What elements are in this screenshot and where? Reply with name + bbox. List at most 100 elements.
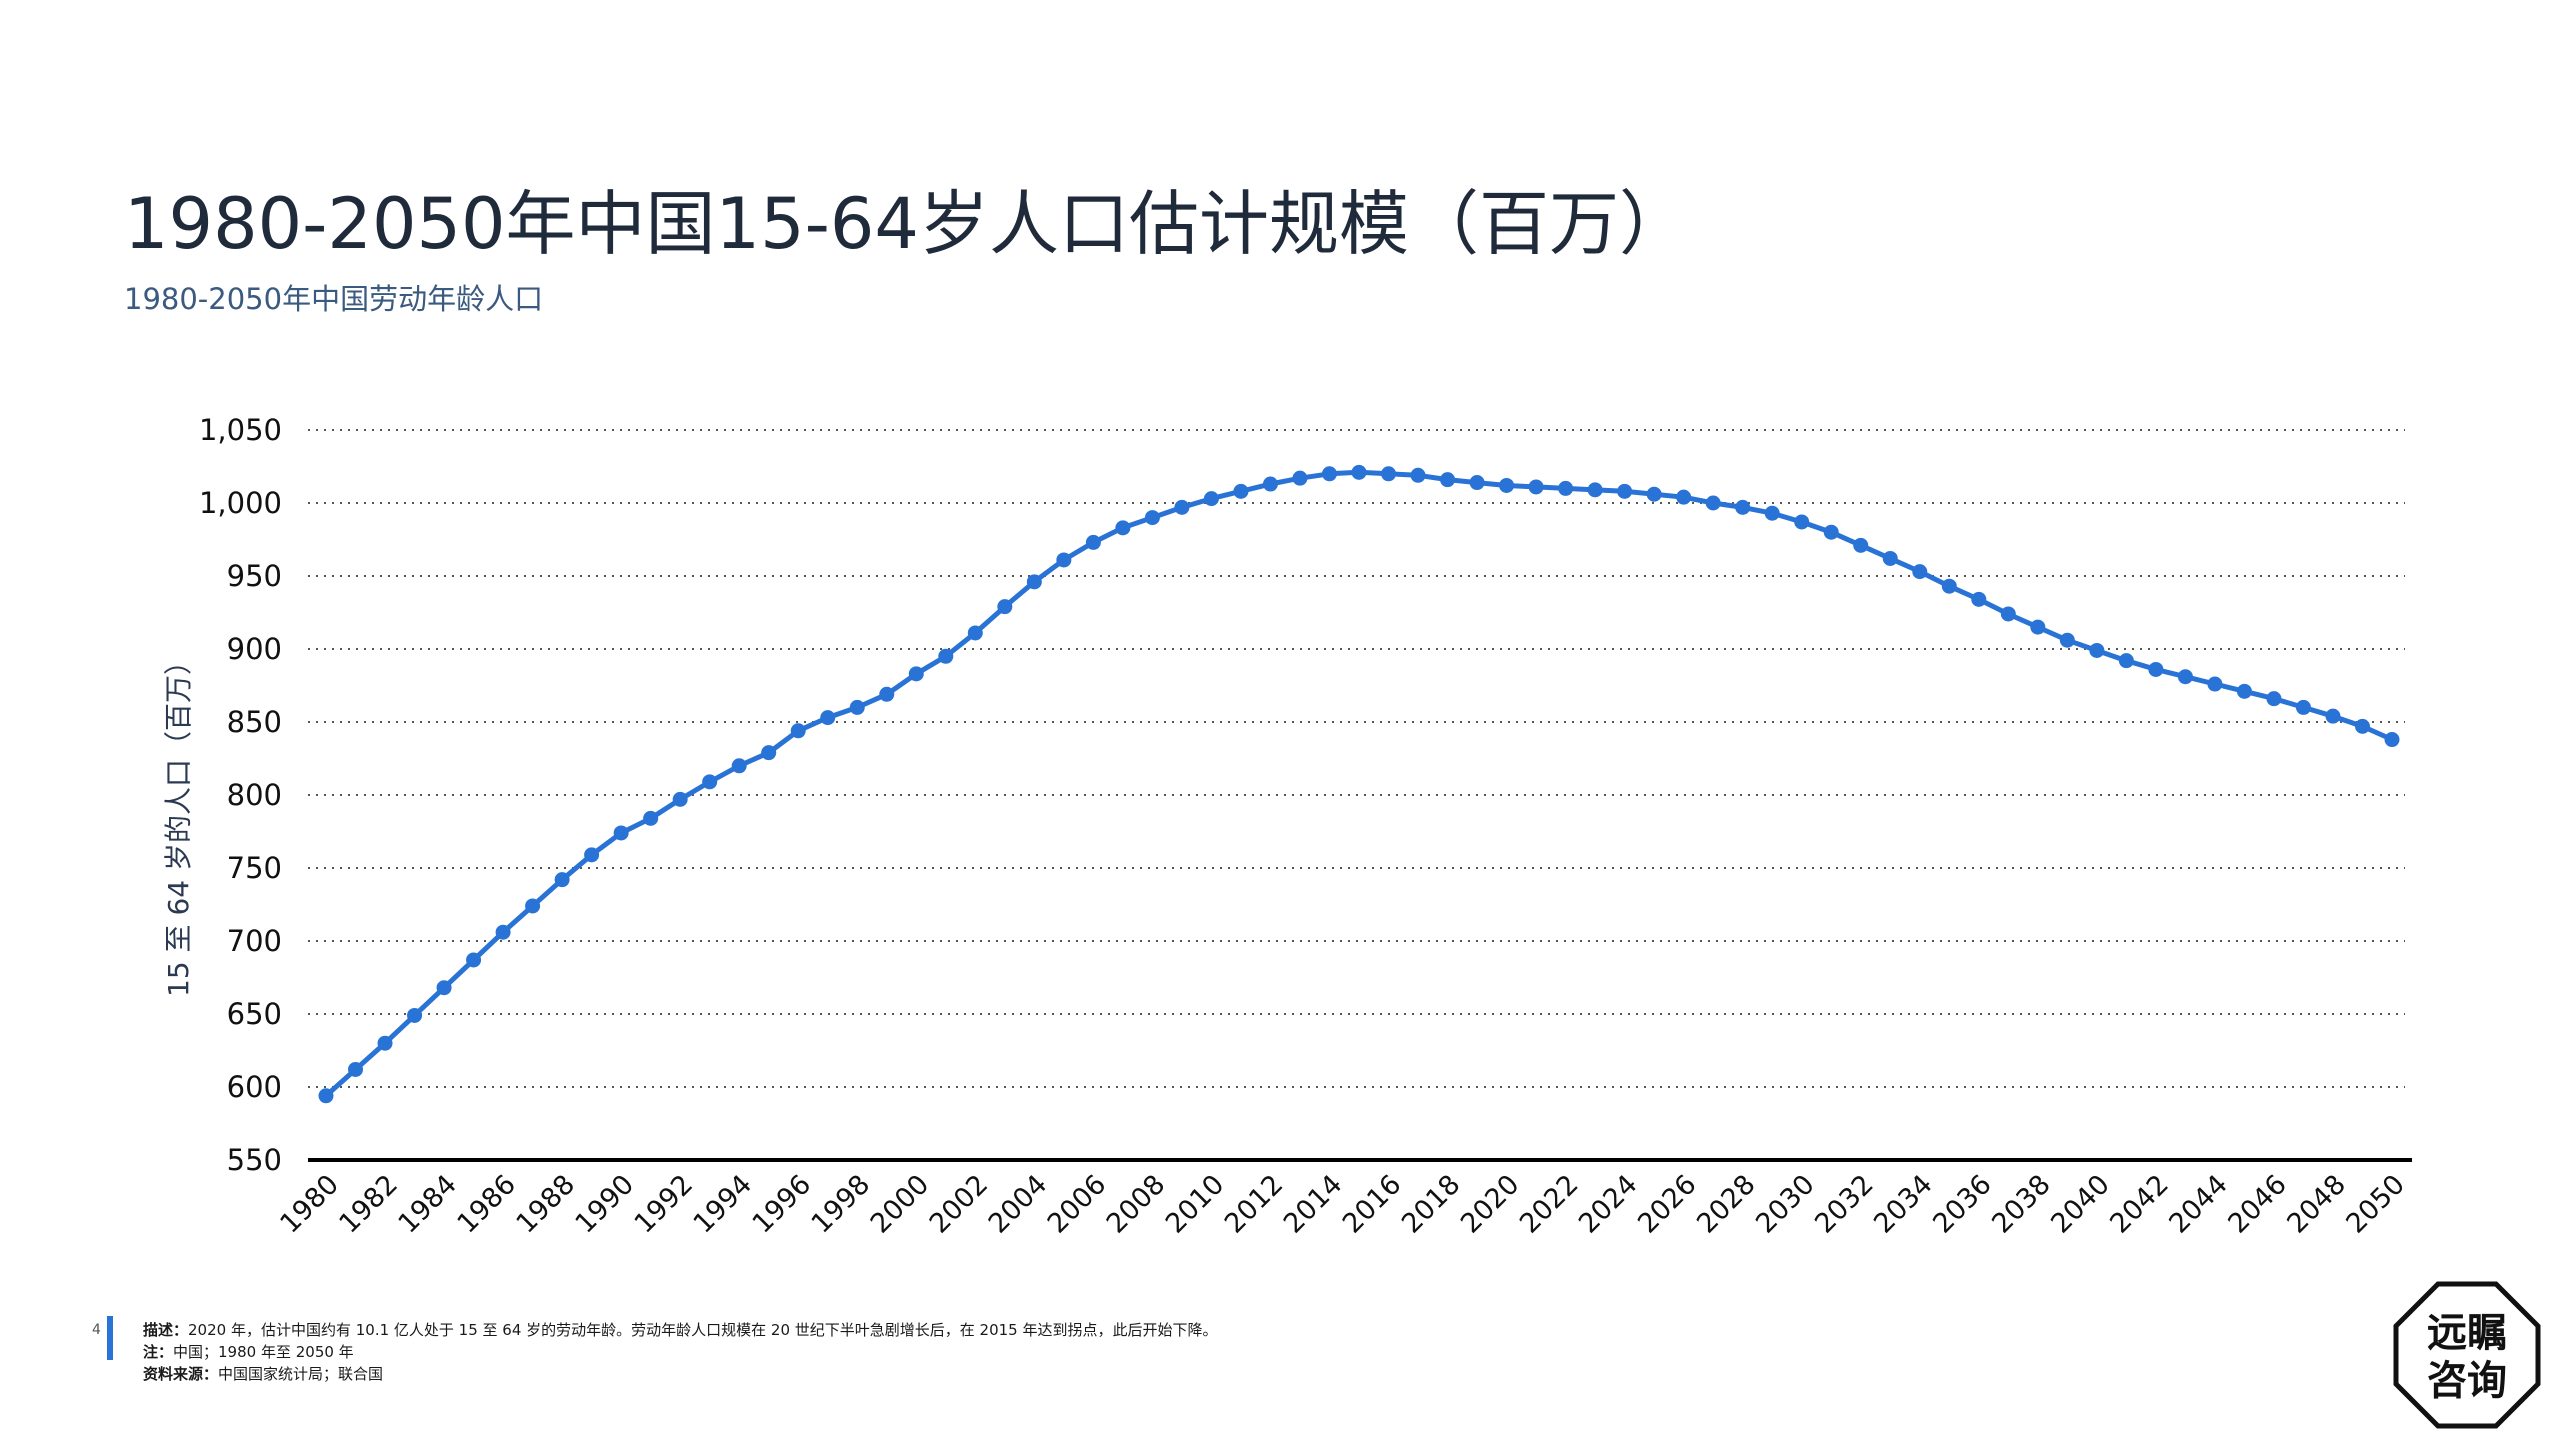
data-point	[1262, 476, 1278, 492]
data-point	[1292, 470, 1308, 486]
data-point	[1321, 466, 1337, 482]
data-point	[849, 699, 865, 715]
x-tick-label: 2032	[1809, 1169, 1880, 1240]
data-point	[908, 666, 924, 682]
x-axis-ticks: 1980198219841986198819901992199419961998…	[274, 1169, 2411, 1240]
y-axis-ticks: 550 600 650 700 750 800 850 900 950 1,000 1,050	[199, 413, 282, 1177]
data-point	[1174, 499, 1190, 515]
data-point	[2266, 691, 2282, 707]
data-point	[761, 745, 777, 761]
x-tick-label: 2044	[2163, 1169, 2234, 1240]
data-point	[1587, 482, 1603, 498]
data-point	[584, 847, 600, 863]
data-point	[2236, 683, 2252, 699]
data-point	[938, 648, 954, 664]
data-point	[1646, 486, 1662, 502]
data-point	[1144, 510, 1160, 526]
svg-text:远瞩: 远瞩	[2427, 1310, 2507, 1356]
footer-notes: 描述：2020 年，估计中国约有 10.1 亿人处于 15 至 64 岁的劳动年…	[143, 1319, 1217, 1385]
y-tick-label: 650	[227, 997, 282, 1031]
x-tick-label: 1984	[392, 1169, 463, 1240]
page-title: 1980-2050年中国15-64岁人口估计规模（百万）	[124, 183, 1689, 265]
data-point	[997, 599, 1013, 615]
data-point	[495, 924, 511, 940]
data-point	[967, 625, 983, 641]
data-point	[436, 980, 452, 996]
data-point	[1469, 475, 1485, 491]
data-point	[2059, 632, 2075, 648]
x-tick-label: 2002	[924, 1169, 995, 1240]
x-tick-label: 2006	[1042, 1169, 1113, 1240]
data-point	[2000, 606, 2016, 622]
x-tick-label: 2012	[1219, 1169, 1290, 1240]
x-tick-label: 2040	[2045, 1169, 2116, 1240]
data-point	[672, 791, 688, 807]
chart-grid	[308, 429, 2405, 1088]
data-point	[318, 1088, 334, 1104]
series-line	[324, 469, 2394, 1098]
x-tick-label: 2020	[1455, 1169, 1526, 1240]
y-tick-label: 750	[227, 851, 282, 885]
x-tick-label: 2000	[865, 1169, 936, 1240]
data-point	[466, 952, 482, 968]
data-point	[2030, 619, 2046, 635]
x-tick-label: 2050	[2340, 1169, 2411, 1240]
data-point	[1440, 472, 1456, 488]
x-tick-label: 2018	[1396, 1169, 1467, 1240]
x-tick-label: 2046	[2222, 1169, 2293, 1240]
y-tick-label: 1,000	[199, 486, 282, 520]
x-tick-label: 2048	[2281, 1169, 2352, 1240]
x-tick-label: 2034	[1868, 1169, 1939, 1240]
y-tick-label: 900	[227, 632, 282, 666]
data-point	[1853, 537, 1869, 553]
x-tick-label: 1980	[274, 1169, 345, 1240]
x-tick-label: 1982	[333, 1169, 404, 1240]
data-point	[1410, 467, 1426, 483]
series-population	[318, 464, 2400, 1104]
data-point	[1764, 505, 1780, 521]
x-tick-label: 2004	[983, 1169, 1054, 1240]
data-point	[2325, 708, 2341, 724]
y-tick-label: 550	[227, 1143, 282, 1177]
data-point	[1499, 477, 1515, 493]
x-tick-label: 2024	[1573, 1169, 1644, 1240]
y-tick-label: 1,050	[199, 413, 282, 447]
data-point	[790, 723, 806, 739]
y-tick-label: 800	[227, 778, 282, 812]
description-line: 描述：2020 年，估计中国约有 10.1 亿人处于 15 至 64 岁的劳动年…	[143, 1321, 1218, 1339]
data-point	[643, 810, 659, 826]
footer-accent-bar	[107, 1316, 113, 1360]
y-tick-label: 850	[227, 705, 282, 739]
x-tick-label: 2038	[1986, 1169, 2057, 1240]
data-point	[2295, 699, 2311, 715]
data-point	[731, 758, 747, 774]
x-tick-label: 2010	[1160, 1169, 1231, 1240]
svg-text:咨询: 咨询	[2427, 1358, 2507, 1404]
data-point	[1115, 520, 1131, 536]
data-point	[1203, 491, 1219, 507]
data-point	[1676, 489, 1692, 505]
data-point	[1971, 591, 1987, 607]
y-tick-label: 950	[227, 559, 282, 593]
x-tick-label: 2026	[1632, 1169, 1703, 1240]
x-tick-label: 2042	[2104, 1169, 2175, 1240]
data-point	[1558, 480, 1574, 496]
data-point	[1705, 495, 1721, 511]
data-point	[702, 774, 718, 790]
data-point	[1794, 514, 1810, 530]
data-point	[2118, 653, 2134, 669]
data-point	[820, 710, 836, 726]
x-tick-label: 1992	[629, 1169, 700, 1240]
data-point	[2354, 718, 2370, 734]
data-point	[1026, 574, 1042, 590]
x-tick-label: 2016	[1337, 1169, 1408, 1240]
data-point	[879, 686, 895, 702]
y-tick-label: 700	[227, 924, 282, 958]
data-point	[525, 898, 541, 914]
x-tick-label: 2022	[1514, 1169, 1585, 1240]
data-point	[1882, 550, 1898, 566]
x-tick-label: 1996	[747, 1169, 818, 1240]
x-tick-label: 1988	[511, 1169, 582, 1240]
data-point	[1528, 479, 1544, 495]
data-point	[2177, 669, 2193, 685]
